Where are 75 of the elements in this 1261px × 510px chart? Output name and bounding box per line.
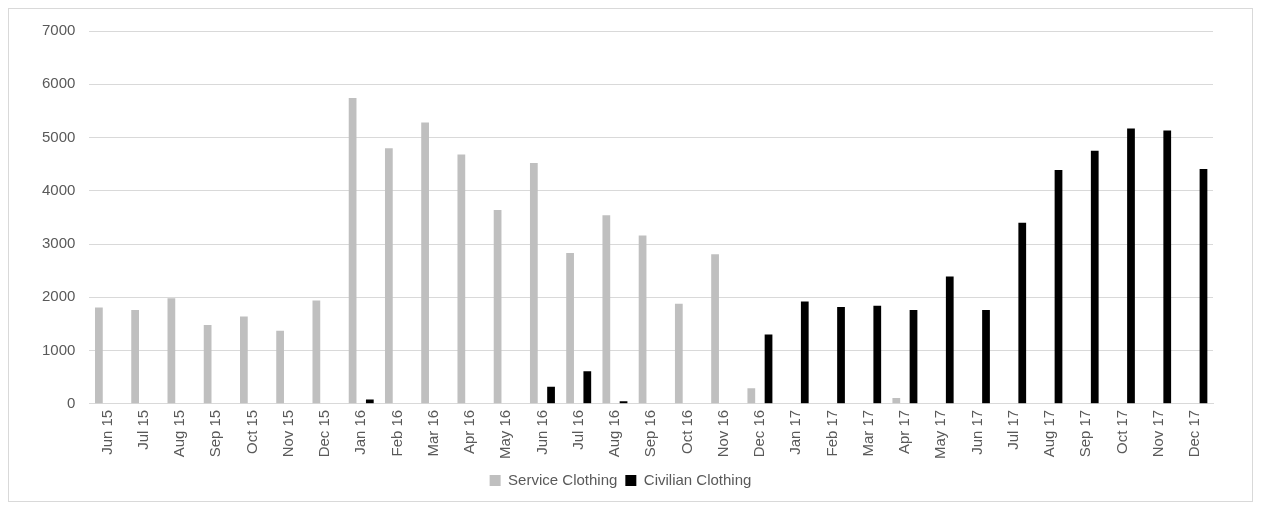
bar [1199,168,1208,404]
bar [711,254,719,404]
y-tick-label: 0 [67,393,76,411]
bar [602,215,611,404]
x-tick-label: May 16 [496,409,514,460]
bar [873,305,882,404]
y-tick-label: 4000 [41,180,76,198]
bar [800,301,809,404]
y-tick-label: 5000 [41,127,76,145]
x-tick-label: Nov 17 [1148,409,1166,458]
x-tick-label: Jul 15 [133,409,151,450]
x-tick-label: Jan 16 [351,409,369,455]
bar [892,397,901,404]
x-tick-label: Dec 17 [1185,409,1203,458]
bar [167,298,176,404]
bar [384,148,393,404]
bar [547,386,555,404]
bar [240,316,248,404]
bar [909,310,918,404]
bar [95,307,103,404]
bar [348,98,357,404]
x-tick-label: Sep 15 [206,409,224,458]
x-tick-label: Oct 16 [677,409,695,454]
x-tick-label: Jan 17 [786,409,804,455]
x-tick-label: Aug 17 [1040,409,1058,458]
bar [421,122,429,404]
x-tick-label: Sep 17 [1076,409,1094,458]
x-tick-label: Nov 15 [278,409,296,458]
bar [982,310,990,404]
x-tick-label: Oct 15 [242,409,260,454]
x-tick-label: Jun 17 [967,409,985,455]
x-tick-label: Nov 16 [713,409,731,458]
x-tick-label: Oct 17 [1112,409,1130,454]
bar [131,310,139,404]
x-tick-label: Jul 17 [1003,409,1021,450]
bar [747,388,756,404]
bar [312,300,321,404]
x-tick-label: Feb 17 [822,409,840,457]
y-tick-label: 7000 [41,21,76,39]
y-tick-label: 1000 [41,340,76,358]
bar [203,324,212,404]
bar [276,330,284,404]
bar [1054,170,1063,404]
x-tick-label: Dec 15 [315,409,333,458]
bar [529,163,538,404]
x-tick-label: Jun 16 [532,409,550,455]
x-tick-label: Sep 16 [641,409,659,458]
x-tick-label: Aug 16 [605,409,623,458]
bar [638,235,647,404]
bar [674,303,683,404]
y-tick-label: 6000 [41,74,76,92]
x-tick-label: Dec 16 [750,409,768,458]
x-tick-label: Jun 15 [97,409,115,455]
y-tick-label: 2000 [41,287,76,305]
y-tick-label: 3000 [41,234,76,252]
legend-label: Civilian Clothing [643,470,752,488]
bar [583,371,592,404]
x-tick-label: Mar 17 [858,409,876,457]
bar [457,154,466,404]
x-tick-label: Feb 16 [387,409,405,457]
x-tick-label: Jul 16 [568,409,586,450]
bar [493,209,502,404]
bar [1018,222,1027,404]
bar [1163,130,1172,404]
bar [566,253,574,404]
bar [837,306,845,404]
x-tick-label: Aug 15 [170,409,188,458]
x-tick-label: May 17 [931,409,949,460]
bar [945,276,954,404]
x-tick-label: Apr 16 [460,409,478,455]
bar [1090,150,1099,404]
legend-label: Service Clothing [508,470,618,488]
x-tick-label: Apr 17 [895,409,913,455]
x-tick-label: Mar 16 [423,409,441,457]
bar [1127,128,1135,404]
